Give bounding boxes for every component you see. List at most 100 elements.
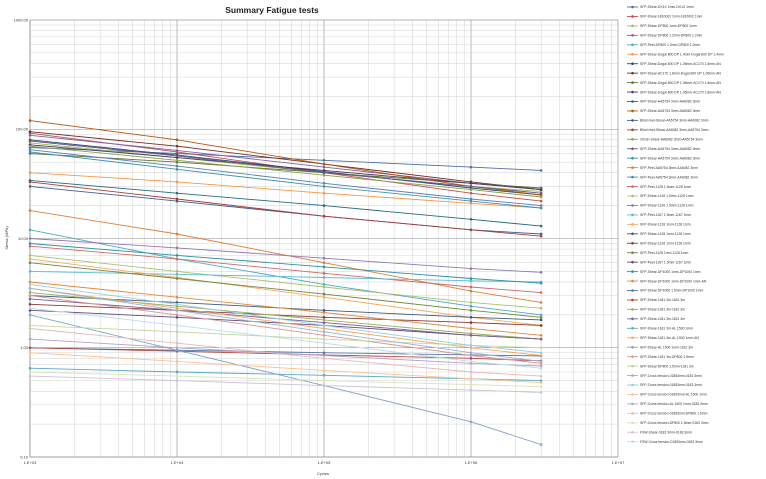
data-point <box>539 366 543 370</box>
data-point <box>175 330 179 334</box>
series <box>28 228 543 317</box>
legend-label: SFP-Shear-1181 3m-DP800 1.5mm <box>640 355 694 359</box>
data-point <box>539 379 543 382</box>
legend-label: SFP-Peel-DP800 1.2mm-DP800 1.2mm <box>640 43 700 47</box>
data-point <box>469 362 473 365</box>
data-point <box>175 246 179 250</box>
data-point <box>322 384 326 387</box>
legend-item: SFP-Shear-1128 1mm-1128 1mm <box>627 241 691 245</box>
data-point <box>539 204 543 207</box>
legend-swatch-marker <box>631 24 634 28</box>
data-point <box>28 242 32 245</box>
data-point <box>539 360 543 363</box>
legend-swatch-marker <box>631 62 634 65</box>
x-axis-label: Cycles <box>317 471 329 476</box>
legend-item: SFP-Peel-DP800 1.2mm-DP800 1.2mm <box>627 43 700 47</box>
x-tick-label: 1.E+06 <box>465 460 479 465</box>
data-point <box>322 285 326 289</box>
legend-label: SFP-Shear-1128 1.5mm-1128 1mm <box>640 194 694 198</box>
data-point <box>175 302 179 306</box>
data-point <box>28 280 32 284</box>
legend-item: SFP-Peel-1167 1.5mm-1167 1mm <box>627 260 691 264</box>
data-point <box>322 256 326 260</box>
legend-swatch-marker <box>631 100 634 103</box>
legend-swatch-marker <box>631 260 634 264</box>
tick-labels: 1.E+03 1.E+04 1.E+05 1.E+06 1.E+07 0.10 1.00 10… <box>14 17 626 465</box>
legend-swatch-marker <box>631 194 634 198</box>
legend-swatch-marker <box>631 308 634 311</box>
legend-item: SFP-Shear-1128 1.5mm-1128 1mm <box>627 204 694 208</box>
legend-label: SFP-Shear-1810002 1mm-1810002 1mm <box>640 15 703 19</box>
series <box>28 237 543 274</box>
legend-item: SFP-Peel-1167 1.5mm-1167 1mm <box>627 213 691 217</box>
data-point <box>322 265 326 269</box>
legend-item: SFP-Shear-DP800 1.2mm-DP800 1.2mm <box>627 34 703 38</box>
data-point <box>322 330 326 334</box>
legend-swatch-marker <box>631 232 634 236</box>
legend-swatch-marker <box>631 336 634 340</box>
legend-label: SFP-Peel-1167 1.5mm-1167 1mm <box>640 213 691 217</box>
data-point <box>175 154 179 158</box>
data-point <box>322 354 326 357</box>
data-point <box>322 327 326 330</box>
legend-item: Clinch-Shear-AA6082 3mm-AA5754 3mm <box>627 138 703 142</box>
data-point <box>322 334 326 337</box>
data-point <box>28 370 32 374</box>
legend-item: Blind rivet-Shear-AA5754 3mm-AA6082 3mm <box>627 119 709 123</box>
legend-item: SFP-Shear-1128 1.5mm-1128 1mm <box>627 194 694 198</box>
legend-label: SFP-Shear-1128 1.5mm-1128 1mm <box>640 204 694 208</box>
series <box>28 146 543 172</box>
data-point <box>175 254 179 257</box>
data-point <box>28 144 32 148</box>
legend-item: SFP-Shear-1181 3m-AL 1500 1mm <box>627 327 693 331</box>
legend-item: SFP-Peel-1128 1mm-1128 1mm <box>627 251 688 255</box>
data-point <box>175 360 179 363</box>
legend-label: SFP-Cross tension-01853mm-DP800 1.5mm <box>640 412 708 416</box>
legend-label: SFP-Shear-DP1000 1.5mm-DP1000 1mm <box>640 289 703 293</box>
series <box>28 283 543 355</box>
legend-item: SFP-Shear-1181 3m-AL 1500 1mm-AN <box>627 336 699 340</box>
series <box>28 148 543 207</box>
legend-item: SFP-Cross tension-01853mm-DP800 1.5mm <box>627 412 708 416</box>
data-point <box>539 324 543 327</box>
data-point <box>322 295 326 299</box>
data-point <box>469 191 473 195</box>
data-point <box>175 257 179 261</box>
series <box>28 244 543 294</box>
series <box>28 280 543 337</box>
data-point <box>175 346 179 350</box>
data-point <box>322 351 326 355</box>
legend-swatch-marker <box>631 166 634 169</box>
data-point <box>175 158 179 162</box>
data-point <box>469 351 473 355</box>
series <box>28 370 543 389</box>
legend-item: SFP-Shear-AC170 1.8mm-Dogal 800 DP 1.05m… <box>627 71 721 75</box>
data-point <box>322 283 326 286</box>
legend-swatch-marker <box>631 109 634 113</box>
legend-swatch-marker <box>631 213 634 217</box>
legend-item: SFP-Peel-AA5754 3mm-AA6082 3mm <box>627 175 698 179</box>
legend-item: SFP-Shear-Dogal 800 DP 1.05mm-AC170 1.8m… <box>627 81 721 85</box>
data-point <box>539 351 543 355</box>
data-point <box>28 180 32 184</box>
legend-item: SFP-Cross tension-AL 1500 1mm-0183 3mm <box>627 402 708 406</box>
data-point <box>469 182 473 185</box>
data-point <box>322 272 326 275</box>
data-point <box>469 315 473 319</box>
data-point <box>322 292 326 296</box>
data-point <box>539 346 543 350</box>
series <box>28 294 543 365</box>
data-point <box>539 199 543 203</box>
legend-label: SFP-Peel-1128 1.5mm-1128 1mm <box>640 185 691 189</box>
data-point <box>322 182 326 185</box>
x-tick-label: 1.E+07 <box>612 460 626 465</box>
data-point <box>175 144 179 148</box>
data-point <box>539 315 543 319</box>
data-point <box>175 341 179 345</box>
series <box>28 306 543 370</box>
legend-item: SFP-Cross tension-01853mm-AL 1500 1mm <box>627 393 707 397</box>
data-point <box>469 304 473 308</box>
data-point <box>175 379 179 382</box>
data-point <box>539 318 543 322</box>
data-point <box>539 306 543 310</box>
